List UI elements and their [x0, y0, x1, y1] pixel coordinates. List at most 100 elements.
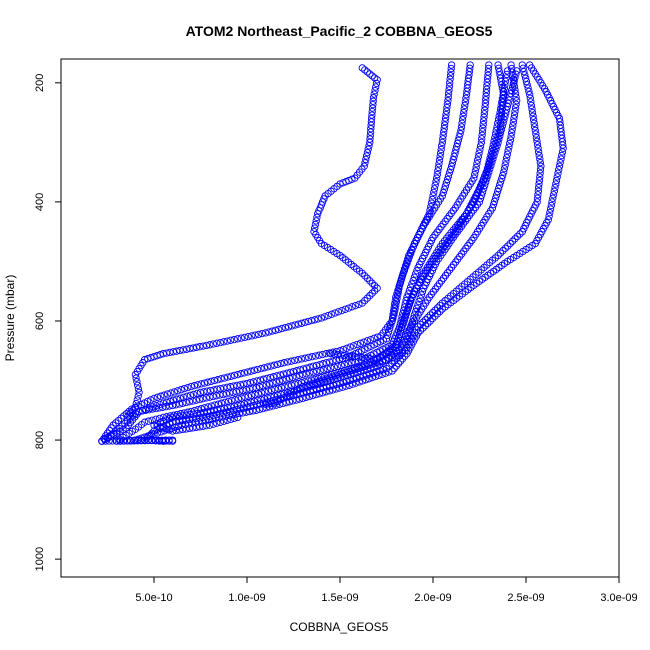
data-point — [490, 151, 498, 160]
data-point — [505, 143, 513, 151]
data-point — [232, 410, 240, 418]
data-point — [361, 272, 369, 280]
data-point — [408, 318, 416, 326]
data-point — [294, 356, 302, 364]
data-point — [194, 381, 202, 389]
data-point — [316, 360, 324, 369]
data-point — [384, 347, 392, 355]
data-point — [209, 392, 217, 401]
data-point — [404, 331, 412, 340]
data-point — [498, 174, 506, 183]
data-point — [278, 324, 286, 333]
data-point — [510, 114, 518, 123]
data-point — [341, 305, 349, 313]
data-point — [138, 407, 147, 415]
data-point — [308, 353, 316, 361]
data-point — [508, 129, 516, 137]
data-point — [265, 400, 273, 408]
data-point — [434, 167, 442, 175]
data-point — [371, 282, 379, 290]
data-point — [306, 363, 314, 371]
data-point — [413, 267, 421, 275]
data-point — [523, 81, 531, 89]
y-tick-label: 800 — [34, 431, 46, 449]
data-point — [479, 185, 488, 193]
data-point — [166, 412, 174, 420]
data-point — [369, 100, 377, 109]
data-point — [460, 105, 468, 113]
data-point — [498, 95, 507, 103]
data-point — [534, 191, 542, 199]
data-point — [132, 399, 140, 408]
data-point — [181, 420, 189, 429]
data-point — [447, 64, 455, 73]
data-point — [345, 381, 353, 389]
data-point — [528, 108, 537, 117]
data-point — [199, 422, 207, 430]
data-point — [269, 379, 277, 387]
data-point — [356, 373, 364, 381]
data-point — [447, 162, 456, 170]
data-point — [284, 358, 292, 366]
data-point — [375, 358, 383, 366]
data-point — [362, 362, 370, 370]
data-point — [476, 142, 485, 150]
data-point — [519, 64, 527, 72]
data-point — [301, 318, 309, 327]
data-point — [392, 353, 400, 361]
data-point — [131, 370, 140, 379]
data-point — [162, 403, 170, 411]
data-point — [521, 74, 530, 82]
data-point — [491, 130, 500, 138]
data-point — [334, 308, 343, 316]
data-point — [366, 128, 375, 136]
data-point — [493, 142, 501, 150]
data-point — [244, 368, 252, 376]
data-point — [355, 364, 363, 373]
data-point — [403, 350, 411, 358]
data-point — [227, 372, 235, 380]
data-point — [206, 393, 214, 401]
data-point — [363, 294, 371, 302]
data-point — [484, 71, 492, 80]
data-point — [353, 340, 361, 349]
data-point — [494, 184, 503, 193]
data-point — [174, 387, 182, 395]
data-point — [513, 97, 521, 105]
data-point — [355, 300, 363, 309]
data-point — [473, 160, 481, 168]
data-point — [524, 84, 532, 92]
data-point — [536, 158, 544, 167]
data-point — [446, 75, 454, 83]
data-point — [358, 377, 367, 385]
data-point — [558, 151, 566, 160]
data-point — [184, 383, 192, 392]
data-point — [510, 111, 519, 119]
data-point — [487, 151, 495, 159]
data-point — [500, 164, 509, 173]
data-point — [454, 136, 463, 144]
data-point — [482, 92, 490, 100]
data-point — [163, 398, 171, 406]
data-point — [491, 148, 499, 156]
data-point — [551, 183, 559, 192]
data-point — [529, 116, 538, 124]
data-point — [503, 102, 512, 111]
data-point — [457, 123, 466, 131]
data-point — [302, 370, 310, 378]
data-point — [494, 138, 502, 147]
data-point — [206, 421, 214, 429]
data-point — [289, 397, 297, 405]
data-point — [457, 126, 465, 135]
data-point — [218, 413, 227, 421]
data-point — [329, 386, 337, 394]
data-point — [404, 303, 413, 311]
data-point — [223, 337, 231, 345]
data-point — [558, 148, 567, 156]
data-point — [200, 379, 209, 387]
data-point — [312, 361, 321, 370]
data-point — [129, 412, 137, 420]
data-point — [366, 277, 374, 285]
data-point — [402, 310, 411, 318]
data-point — [270, 361, 278, 369]
